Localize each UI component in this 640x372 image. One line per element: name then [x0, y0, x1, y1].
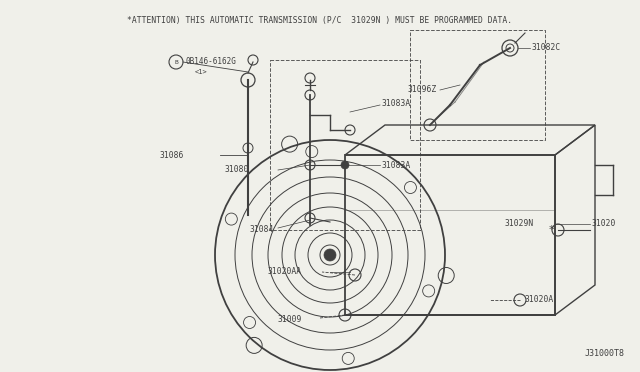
Text: 31083A: 31083A — [382, 99, 412, 109]
Text: 0B146-6162G: 0B146-6162G — [185, 58, 236, 67]
Circle shape — [341, 161, 349, 169]
Text: 31084: 31084 — [250, 225, 275, 234]
Text: 31009: 31009 — [278, 315, 302, 324]
Text: J31000T8: J31000T8 — [585, 349, 625, 358]
Text: 31080: 31080 — [225, 166, 250, 174]
Text: 31029N: 31029N — [505, 219, 534, 228]
Text: 31082C: 31082C — [532, 44, 561, 52]
Circle shape — [324, 249, 336, 261]
Text: B: B — [174, 60, 178, 64]
Text: 31020A: 31020A — [525, 295, 554, 305]
Text: 31096Z: 31096Z — [408, 86, 437, 94]
Text: <1>: <1> — [195, 69, 208, 75]
Text: 31020: 31020 — [592, 219, 616, 228]
Text: *: * — [548, 225, 554, 235]
Text: *ATTENTION) THIS AUTOMATIC TRANSMISSION (P/C  31029N ) MUST BE PROGRAMMED DATA.: *ATTENTION) THIS AUTOMATIC TRANSMISSION … — [127, 16, 513, 25]
Text: 31020AA: 31020AA — [268, 267, 302, 276]
Text: 31086: 31086 — [160, 151, 184, 160]
Bar — [345, 155, 555, 315]
Text: 31083A: 31083A — [382, 160, 412, 170]
